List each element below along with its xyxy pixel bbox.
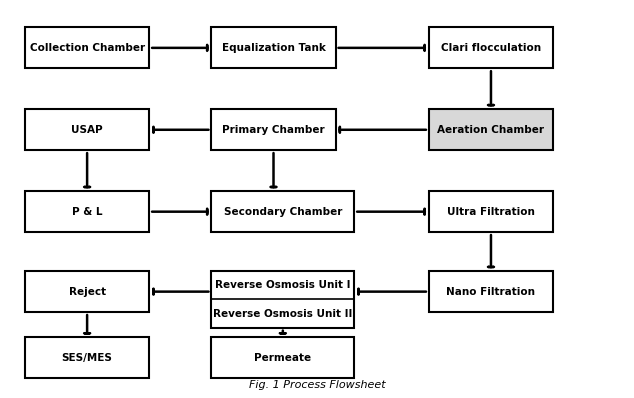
Bar [25, 27, 149, 68]
Text: SES/MES: SES/MES [61, 353, 113, 363]
Text: Reverse Osmosis Unit II: Reverse Osmosis Unit II [213, 308, 353, 318]
Text: Clari flocculation: Clari flocculation [441, 43, 541, 53]
Bar [429, 27, 553, 68]
Text: Collection Chamber: Collection Chamber [30, 43, 145, 53]
Bar [429, 271, 553, 312]
Bar [25, 191, 149, 232]
Text: Equalization Tank: Equalization Tank [221, 43, 325, 53]
Text: Nano Filtration: Nano Filtration [446, 287, 536, 297]
Text: Reverse Osmosis Unit I: Reverse Osmosis Unit I [215, 280, 351, 290]
Bar [211, 271, 354, 328]
Bar [211, 191, 354, 232]
Bar [211, 109, 335, 150]
Bar [25, 338, 149, 378]
Bar [429, 109, 553, 150]
Bar [211, 27, 335, 68]
Text: Reject: Reject [68, 287, 106, 297]
Bar [25, 271, 149, 312]
Text: Permeate: Permeate [254, 353, 311, 363]
Text: USAP: USAP [71, 125, 103, 135]
Text: Ultra Filtration: Ultra Filtration [447, 207, 535, 217]
Bar [211, 338, 354, 378]
Bar [429, 191, 553, 232]
Bar [25, 109, 149, 150]
Text: Secondary Chamber: Secondary Chamber [224, 207, 342, 217]
Text: Primary Chamber: Primary Chamber [222, 125, 325, 135]
Text: Fig. 1 Process Flowsheet: Fig. 1 Process Flowsheet [249, 380, 385, 390]
Text: Aeration Chamber: Aeration Chamber [437, 125, 545, 135]
Text: P & L: P & L [72, 207, 102, 217]
